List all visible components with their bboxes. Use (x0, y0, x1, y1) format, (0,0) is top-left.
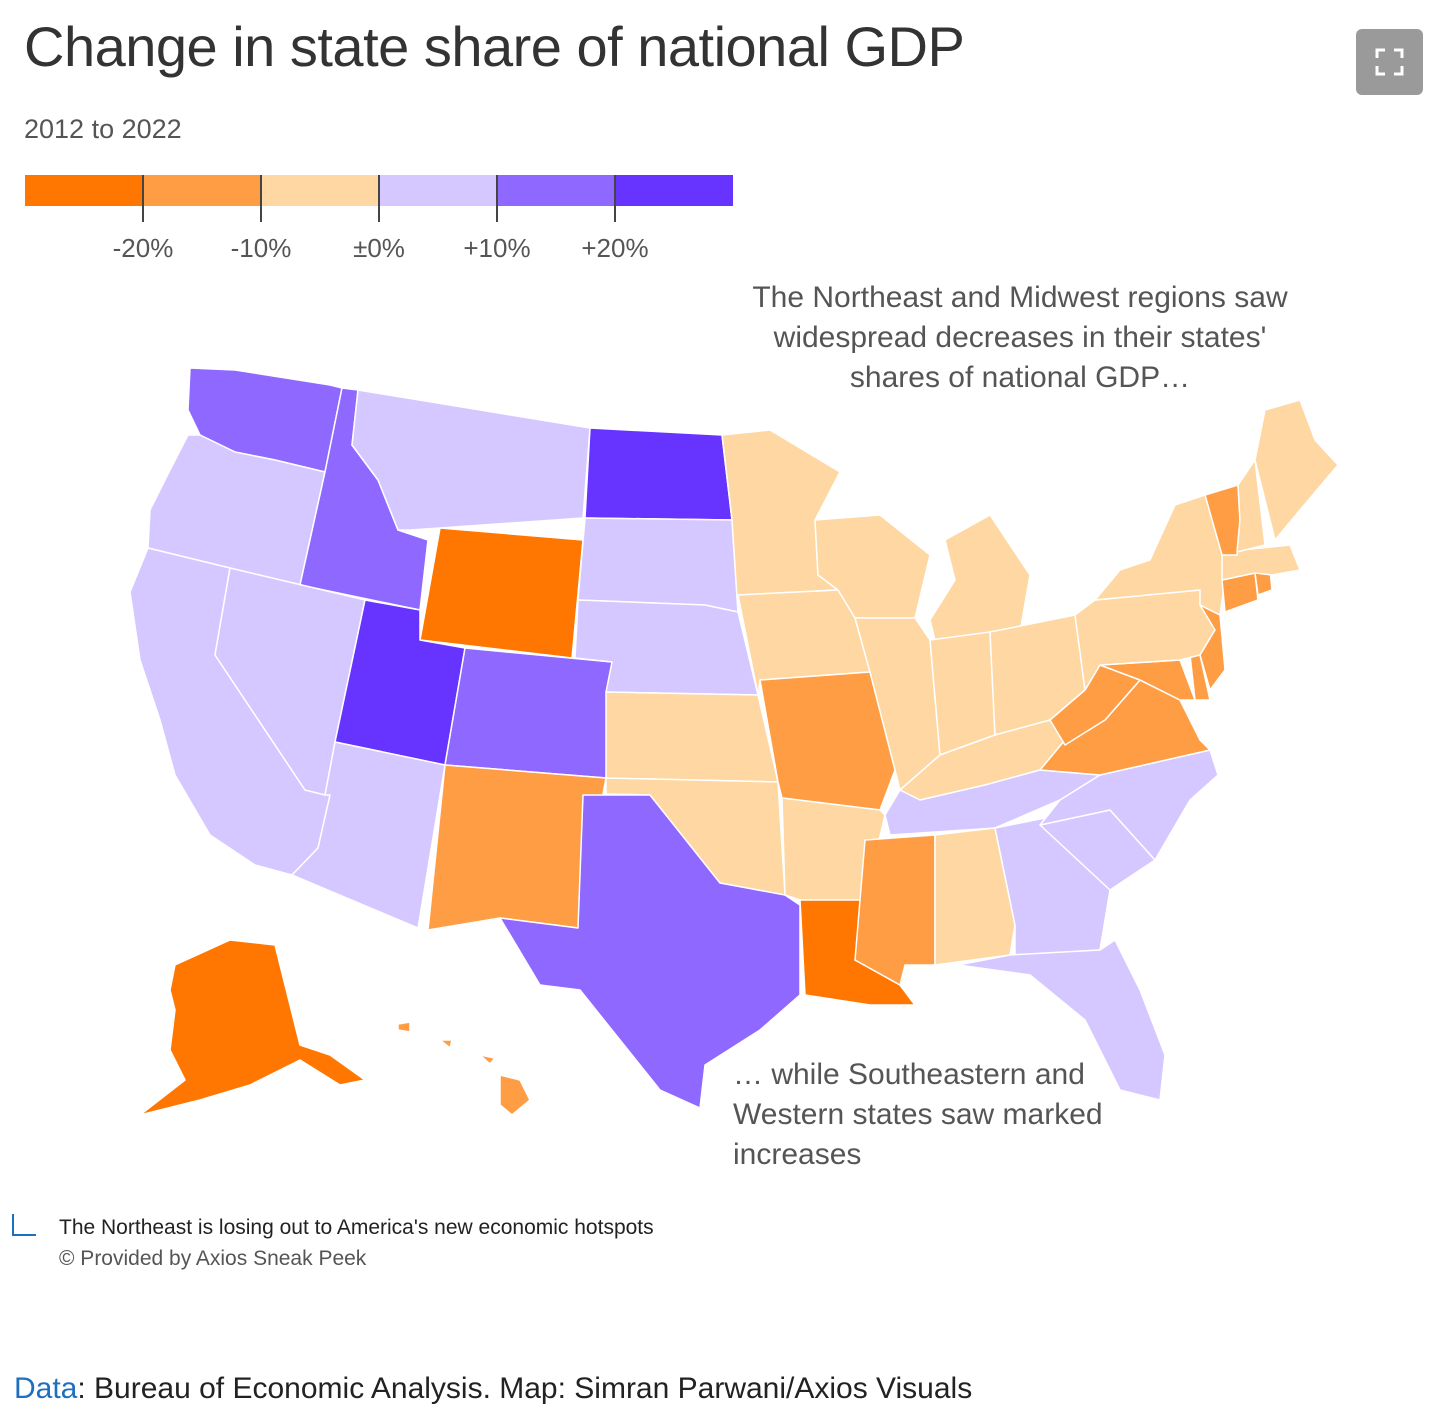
legend-tick-label: +10% (463, 233, 530, 263)
legend-swatch (379, 175, 497, 206)
legend-swatch (261, 175, 379, 206)
state-alabama (934, 827, 1016, 966)
source-text: : Bureau of Economic Analysis. Map: Simr… (77, 1372, 973, 1405)
legend-swatch (615, 175, 733, 206)
state-maine (1254, 399, 1339, 541)
state-north-carolina (1039, 749, 1219, 861)
chart-subtitle: 2012 to 2022 (24, 114, 182, 144)
chart-title: Change in state share of national GDP (24, 15, 965, 78)
image-caption: The Northeast is losing out to America's… (59, 1216, 654, 1239)
state-alaska (139, 939, 366, 1116)
legend-tick-label: -20% (113, 233, 174, 263)
data-source-link[interactable]: Data (14, 1372, 78, 1405)
state-michigan (929, 514, 1031, 641)
caption-corner-icon (12, 1214, 36, 1236)
state-north-dakota (584, 427, 733, 521)
state-massachusetts (1221, 544, 1301, 581)
state-colorado (444, 647, 613, 779)
state-mississippi (854, 834, 936, 986)
image-credit: © Provided by Axios Sneak Peek (59, 1247, 367, 1270)
state-south-dakota (577, 517, 739, 613)
state-kansas (605, 691, 779, 783)
color-legend: -20% -10% ±0% +10% +20% (25, 175, 733, 263)
legend-swatch (143, 175, 261, 206)
legend-tick-label: +20% (581, 233, 648, 263)
source-line: Data: Bureau of Economic Analysis. Map: … (14, 1372, 972, 1406)
state-florida (957, 939, 1166, 1101)
state-new-hampshire (1236, 459, 1266, 553)
state-indiana (929, 631, 996, 756)
legend-tick-label: -10% (231, 233, 292, 263)
legend-swatch (25, 175, 143, 206)
fullscreen-icon (1375, 48, 1404, 76)
state-hawaii (397, 1021, 531, 1116)
us-map (129, 367, 1339, 1116)
legend-swatch (497, 175, 615, 206)
state-wyoming (419, 527, 584, 659)
state-texas (499, 794, 801, 1109)
state-arizona (291, 741, 446, 929)
expand-button[interactable] (1356, 29, 1423, 95)
legend-tick-label: ±0% (353, 233, 405, 263)
annotation-southeast: … while Southeastern and Western states … (733, 1058, 1103, 1171)
annotation-northeast: The Northeast and Midwest regions saw wi… (752, 281, 1288, 394)
